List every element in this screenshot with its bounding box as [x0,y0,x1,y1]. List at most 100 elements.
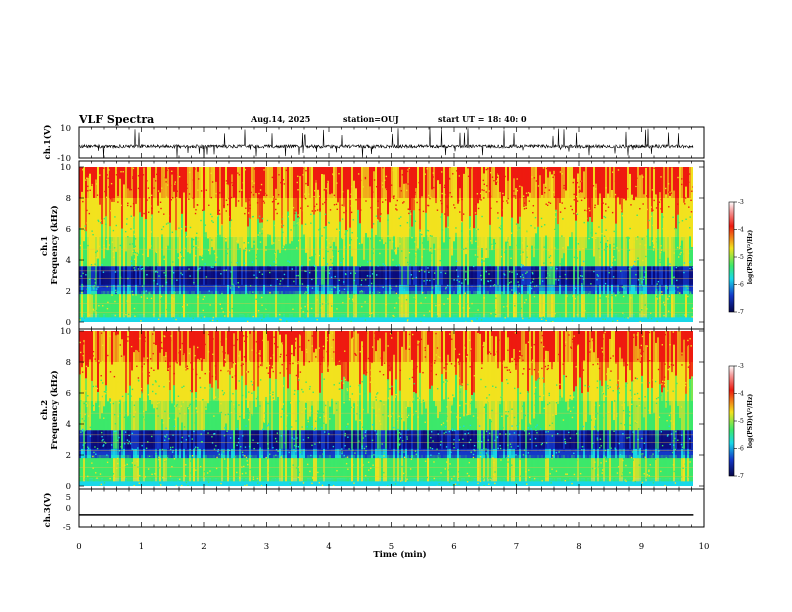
spectrogram-column [295,331,297,338]
spectrogram-speckle [381,239,383,241]
spectrogram-speckle [275,208,277,211]
spectrogram-column [321,284,323,295]
spectrogram-column [455,232,457,267]
spectrogram-column [355,331,357,421]
spectrogram-column [177,253,179,267]
spectrogram-column [487,167,489,258]
spectrogram-column [427,240,429,267]
spectrogram-column [649,266,651,285]
spectrogram-column [487,331,489,355]
spectrogram-column [267,331,269,341]
spectrogram-speckle [661,293,663,296]
spectrogram-speckle [689,267,691,270]
spectrogram-column [229,458,231,482]
spectrogram-column [323,430,325,449]
spectrogram-speckle [429,235,432,237]
spectrogram-column [521,294,523,318]
spectrogram-speckle [332,213,334,216]
spectrogram-column [83,339,85,431]
spectrogram-column [421,331,423,415]
spectrogram-speckle [246,293,248,295]
spectrogram-column [411,359,413,431]
spectrogram-speckle [234,170,236,172]
spectrogram-speckle [496,201,498,203]
spectrogram-speckle [641,309,643,311]
spectrogram-column [595,284,597,295]
spectrogram-column [595,430,597,449]
spectrogram-column [489,284,491,295]
spectrogram-column [225,167,227,242]
spectrogram-speckle [156,283,159,285]
spectrogram-column [633,200,635,267]
spectrogram-column [271,167,273,245]
spectrogram-speckle [283,251,285,253]
spectrogram-column [285,294,287,318]
spectrogram-speckle [658,232,661,235]
spectrogram-column [683,448,685,459]
spectrogram-column [245,430,247,449]
spectrogram-column [329,331,331,407]
spectrogram-column [509,294,511,318]
spectrogram-column [481,430,483,449]
spectrogram-column [481,248,483,267]
spectrogram-speckle [237,201,239,203]
spectrogram-column [261,448,263,459]
spectrogram-column [419,448,421,459]
spectrogram-column [585,266,587,285]
spectrogram-column [315,430,317,449]
spectrogram-speckle [667,310,670,313]
spectrogram-column [409,407,411,431]
spectrogram-column [431,430,433,449]
spectrogram-column [493,458,495,482]
spectrogram-column [547,458,549,482]
spectrogram-speckle [428,271,430,274]
spectrogram-speckle [333,204,336,206]
spectrogram-speckle [247,212,250,214]
spectrogram-column [335,284,337,295]
spectrogram-column [665,194,667,267]
spectrogram-column [671,448,673,459]
spectrogram-column [345,448,347,459]
spectrogram-column [309,256,311,267]
spectrogram-speckle [327,302,329,305]
spectrogram-speckle [349,272,352,274]
spectrogram-speckle [91,293,93,295]
spectrogram-column [661,294,663,318]
spectrogram-speckle [656,283,658,285]
spectrogram-column [689,378,691,431]
spectrogram-speckle [469,263,471,266]
spectrogram-column [667,294,669,318]
spectrogram-speckle [79,318,81,320]
spectrogram-speckle [494,231,497,234]
spectrogram-column [391,458,393,482]
spectrogram-column [255,448,257,459]
spectrogram-column [635,430,637,449]
spectrogram-column [469,294,471,318]
spectrogram-column [609,266,611,285]
spectrogram-column [673,344,675,431]
spectrogram-speckle [576,200,579,202]
spectrogram-column [589,167,591,217]
spectrogram-column [497,294,499,318]
spectrogram-column [515,266,517,285]
spectrogram-speckle [180,228,183,230]
spectrogram-column [123,331,125,356]
spectrogram-column [101,294,103,318]
spectrogram-speckle [141,175,143,178]
spectrogram-column [511,458,513,482]
spectrogram-column [609,244,611,267]
spectrogram-column [191,448,193,459]
spectrogram-column [429,458,431,482]
spectrogram-speckle [393,316,395,319]
spectrogram-column [103,258,105,267]
spectrogram-speckle [161,228,163,231]
spectrogram-column [497,430,499,449]
spectrogram-column [195,167,197,237]
spectrogram-speckle [192,238,195,241]
spectrogram-column [283,167,285,246]
spectrogram-speckle [330,268,332,270]
spectrogram-column [103,458,105,482]
spectrogram-column [263,430,265,449]
spectrogram-column [265,458,267,482]
spectrogram-column [441,213,443,267]
